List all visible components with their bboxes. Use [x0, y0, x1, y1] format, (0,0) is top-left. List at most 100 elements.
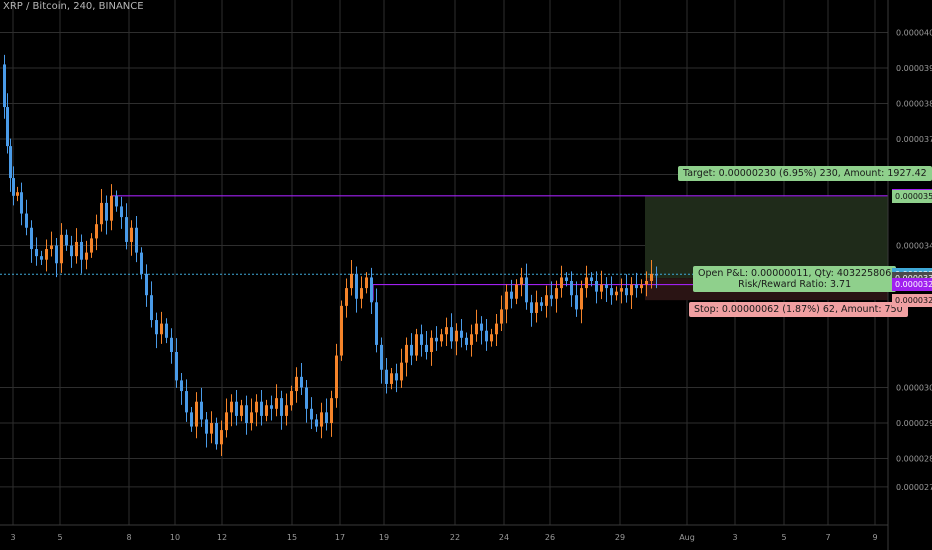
candle-body [550, 295, 553, 299]
candle-body [90, 238, 93, 253]
candle-body [530, 302, 533, 313]
x-tick-label: 29 [615, 533, 625, 542]
candle-body [30, 227, 33, 250]
x-tick-label: 19 [379, 533, 389, 542]
candle-body [280, 398, 283, 416]
candle-body [270, 405, 273, 409]
candle-body [605, 284, 608, 289]
candle-body [570, 281, 573, 296]
y-tick-label: 0.00002800 [896, 455, 932, 464]
y-tick-label: 0.00003000 [896, 384, 932, 393]
symbol-title[interactable]: XRP / Bitcoin, 240, BINANCE [3, 1, 144, 12]
candle-body [545, 295, 548, 306]
candle-body [435, 337, 438, 342]
x-tick-label: 10 [170, 533, 180, 542]
candle-body [600, 284, 603, 292]
candle-body [100, 202, 103, 225]
candle-body [135, 227, 138, 253]
candle-body [635, 284, 638, 289]
candle-body [475, 323, 478, 335]
candle-body [195, 401, 198, 427]
candle-body [20, 192, 23, 214]
candle-body [145, 273, 148, 296]
candle-body [140, 252, 143, 274]
candle-body [430, 337, 433, 352]
candle-body [285, 405, 288, 416]
candle-body [110, 195, 113, 221]
candle-body [275, 398, 278, 409]
candle-body [650, 273, 653, 281]
candle-body [65, 234, 68, 246]
candle-body [520, 277, 523, 285]
candle-body [60, 234, 63, 264]
candle-body [595, 281, 598, 292]
y-tick-label: 0.00002720 [896, 483, 932, 492]
candle-body [190, 412, 193, 427]
target-label: Target: 0.00000230 (6.95%) 230, Amount: … [678, 166, 932, 181]
candle-body [455, 330, 458, 342]
axis-price-tag: 0.00003246 [892, 293, 932, 307]
y-tick-label: 0.00003900 [896, 64, 932, 73]
candle-body [3, 64, 6, 108]
candle-body [630, 284, 633, 296]
y-tick-label: 0.00003800 [896, 100, 932, 109]
candle-body [585, 277, 588, 289]
candle-body [75, 241, 78, 257]
candle-body [185, 391, 188, 413]
candle-body [230, 401, 233, 413]
candle-body [655, 273, 658, 276]
candle-body [295, 376, 298, 392]
candle-body [615, 291, 618, 296]
candle-body [575, 295, 578, 310]
candle-body [490, 334, 493, 342]
candle-body [365, 277, 368, 289]
x-tick-label: 8 [126, 533, 131, 542]
target-text: Target: 0.00000230 (6.95%) 230, Amount: … [683, 168, 927, 179]
candle-body [555, 288, 558, 299]
candle-body [610, 288, 613, 296]
candle-body [345, 288, 348, 306]
candle-body [320, 412, 323, 427]
candle-body [115, 195, 118, 207]
candle-body [480, 323, 483, 331]
stop-label: Stop: 0.00000062 (1.87%) 62, Amount: 750 [689, 302, 908, 317]
candle-body [315, 419, 318, 427]
x-tick-label: 7 [825, 533, 830, 542]
candle-body [235, 401, 238, 416]
x-tick-label: 22 [450, 533, 460, 542]
candle-body [55, 245, 58, 264]
candle-body [50, 245, 53, 250]
x-tick-label: 5 [781, 533, 786, 542]
candle-body [180, 380, 183, 392]
candle-body [560, 277, 563, 289]
candle-body [130, 227, 133, 242]
candle-body [410, 344, 413, 356]
x-tick-label: 24 [499, 533, 509, 542]
candle-body [405, 344, 408, 363]
candle-body [445, 327, 448, 335]
candle-body [415, 334, 418, 356]
candle-body [395, 373, 398, 381]
candle-body [470, 334, 473, 345]
candle-body [340, 305, 343, 356]
time-axis[interactable]: 3 5 8 10 12 15 17 19 22 24 26 29 Aug 3 5 7 9 [0, 524, 888, 542]
candle-series [3, 54, 658, 457]
candle-body [200, 401, 203, 420]
x-tick-label: 15 [287, 533, 297, 542]
candle-body [495, 323, 498, 335]
candle-body [290, 391, 293, 406]
candle-body [175, 352, 178, 381]
candle-body [35, 249, 38, 257]
candle-body [245, 405, 248, 423]
x-tick-label: 5 [57, 533, 62, 542]
y-tick-label: 0.00003400 [896, 242, 932, 251]
axis-price-tag: 0.00003290 [892, 278, 932, 292]
candle-body [125, 217, 128, 242]
candle-body [6, 107, 9, 147]
candle-body [400, 362, 403, 381]
x-tick-label: 9 [872, 533, 877, 542]
candle-body [350, 273, 353, 289]
candle-body [240, 405, 243, 416]
candle-body [265, 405, 268, 416]
y-tick-label: 0.00003700 [896, 135, 932, 144]
